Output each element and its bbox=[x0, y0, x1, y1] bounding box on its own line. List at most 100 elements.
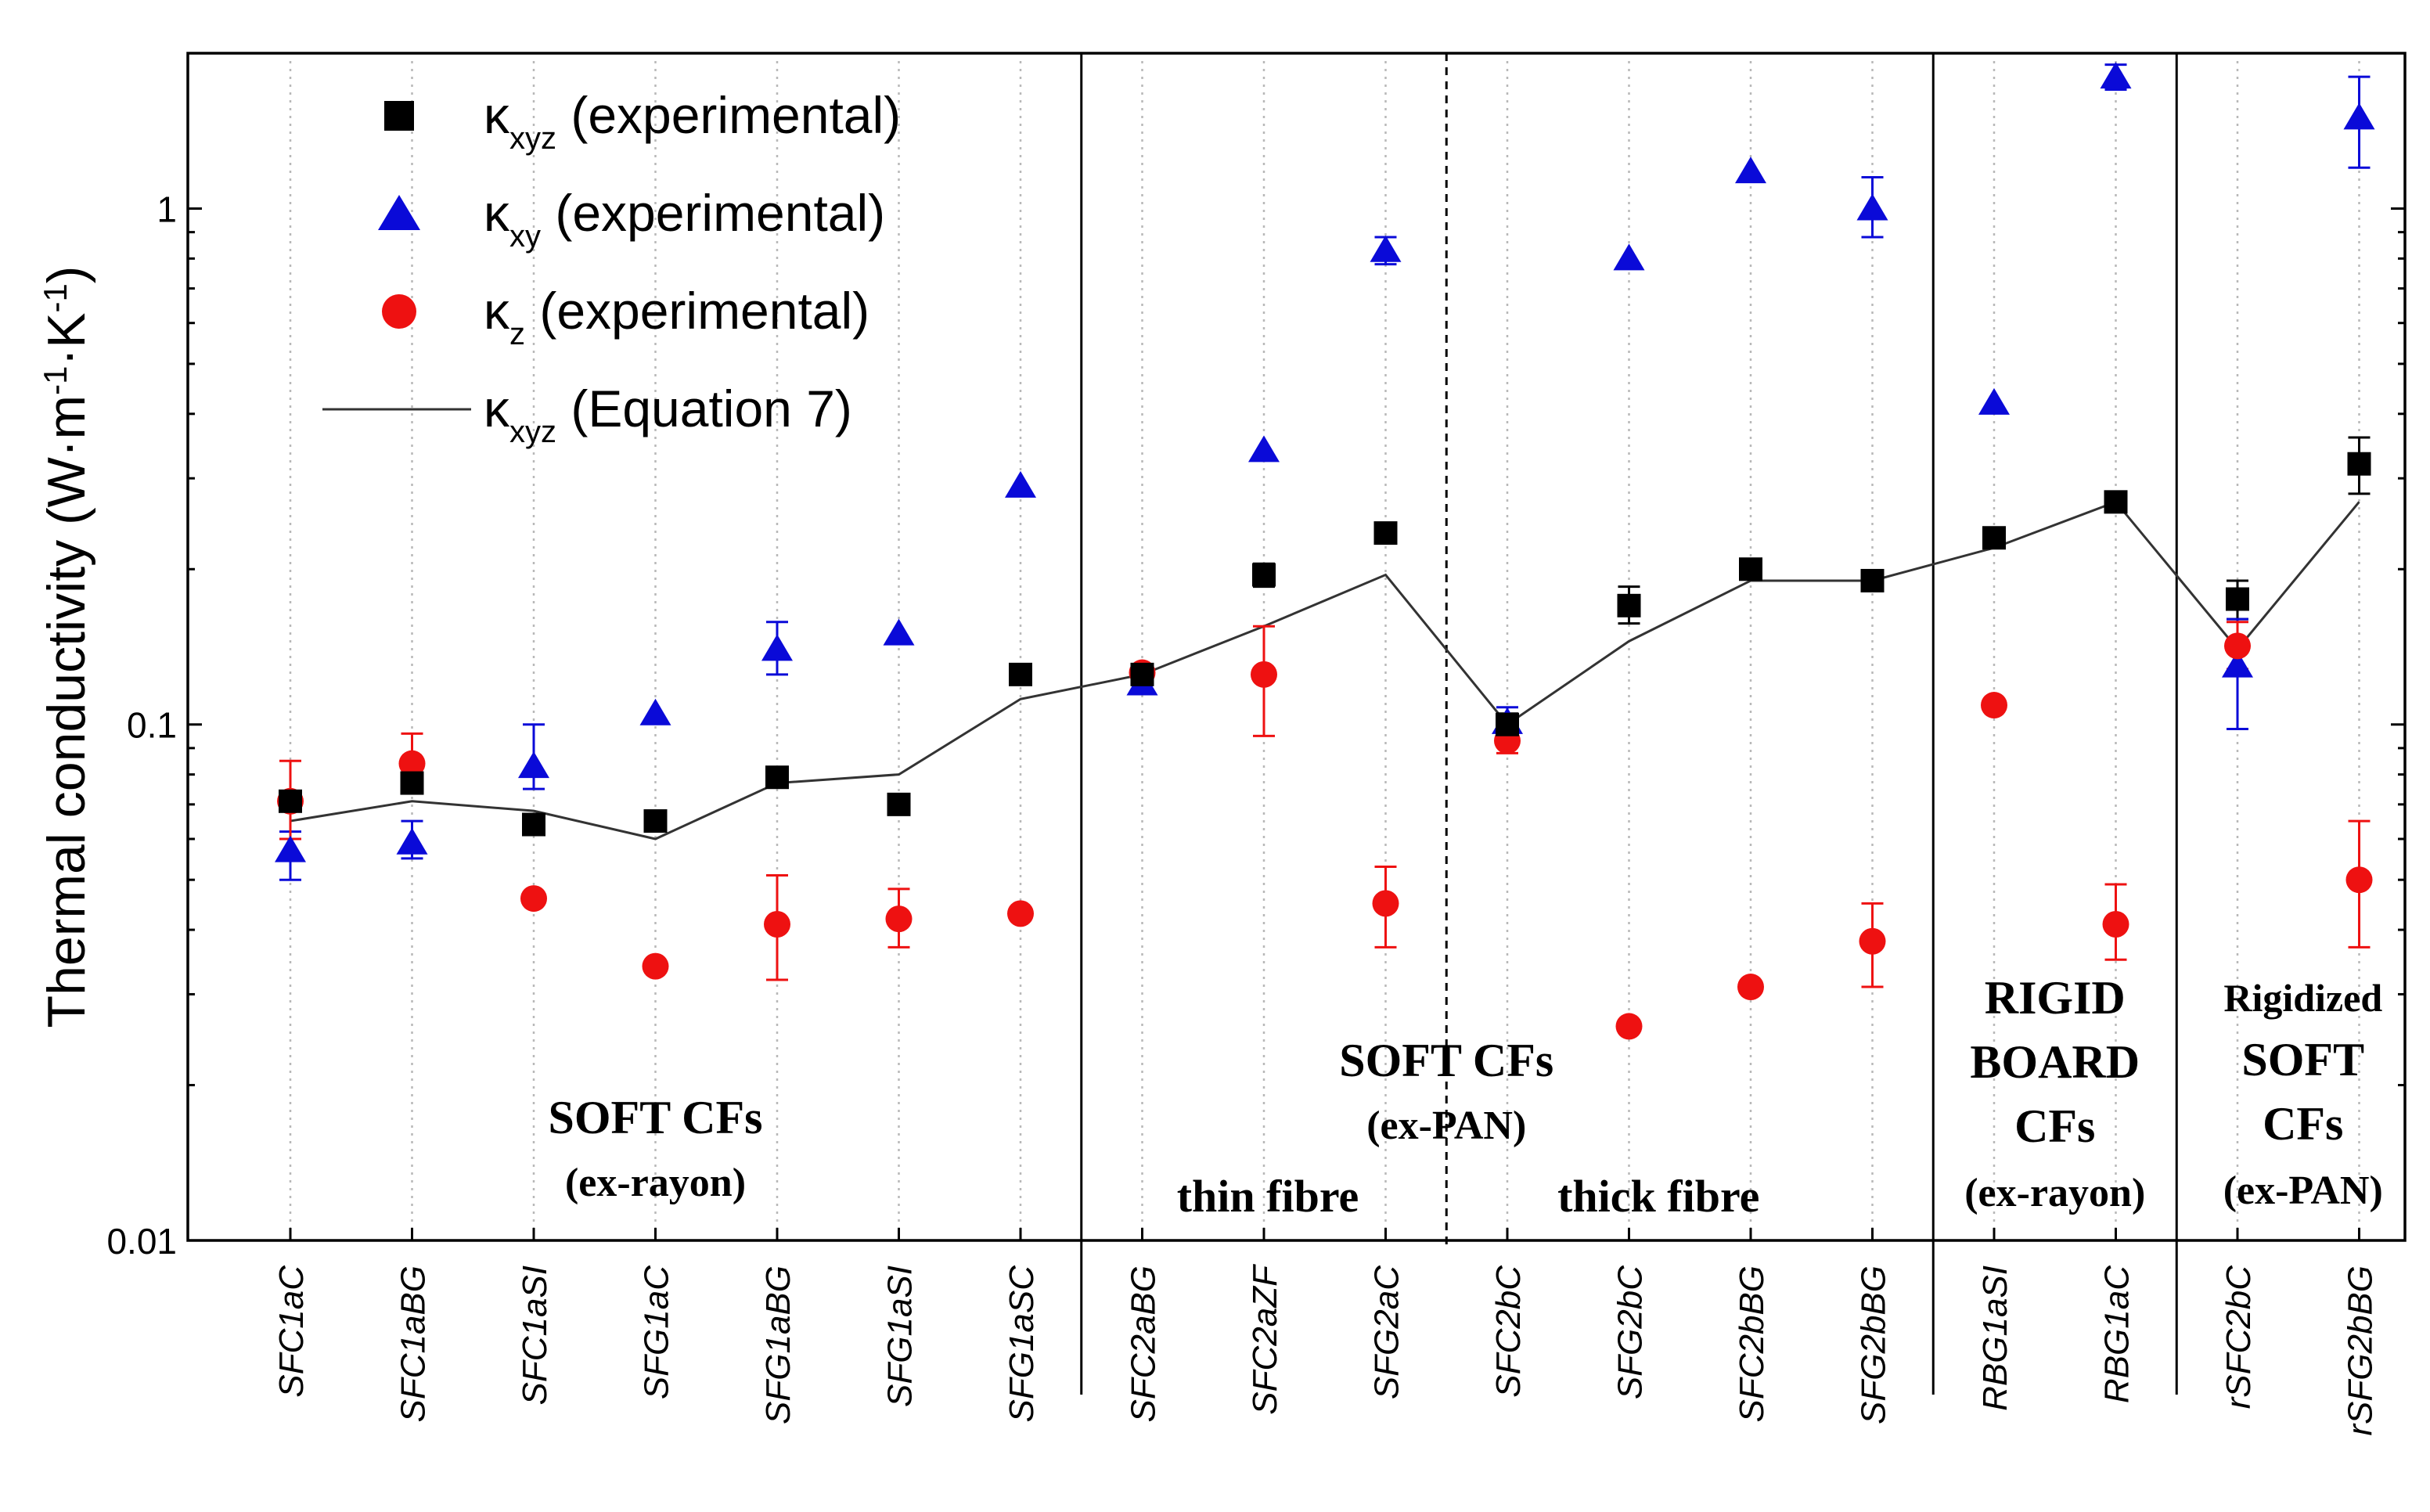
annotation-rigid-line-1: RIGID bbox=[1985, 972, 2126, 1024]
axes bbox=[186, 52, 2407, 1242]
kxyz-point-SFC1aC bbox=[279, 789, 302, 813]
kxyz-point-SFG1aSI bbox=[887, 792, 911, 816]
legend-triangle-icon bbox=[378, 195, 420, 230]
x-tick-label: SFC2bBG bbox=[1733, 1265, 1771, 1423]
kxyz-point-SFC2aBG bbox=[1130, 662, 1154, 686]
annotation-soft-rayon-line-1: SOFT CFs bbox=[549, 1092, 763, 1143]
kz-point-SFG2aC bbox=[1372, 890, 1399, 917]
kxy-point-SFC1aC bbox=[275, 835, 306, 862]
legend-entry-2: κxy (experimental) bbox=[484, 184, 885, 254]
kxyz-point-SFG2bBG bbox=[1860, 568, 1885, 592]
x-tick-label: SFG1aSC bbox=[1003, 1265, 1041, 1423]
annotation-rigidized-line-3: CFs bbox=[2263, 1098, 2343, 1150]
legend-square-icon bbox=[384, 101, 414, 131]
annotation-rigid-line-3: CFs bbox=[2014, 1100, 2095, 1152]
kxy-point-SFG1aSC bbox=[1005, 470, 1036, 498]
kz-point-SFC1aSI bbox=[520, 885, 547, 913]
legend-entry-3: κz (experimental) bbox=[484, 282, 869, 351]
kxy-point-SFG2aC bbox=[1370, 235, 1402, 262]
kxy-point-rSFG2bBG bbox=[2343, 103, 2375, 130]
kz-point-rSFG2bBG bbox=[2345, 866, 2373, 894]
annotation-rigidized-line-1: Rigidized bbox=[2223, 976, 2382, 1020]
y-tick-labels: 0.01 0.1 1 bbox=[106, 189, 177, 1262]
x-tick-label: SFC2bC bbox=[1489, 1265, 1528, 1398]
kxy-point-SFG2bBG bbox=[1856, 193, 1888, 221]
kz-point-SFC2aZF bbox=[1251, 661, 1277, 688]
kz-point-rSFC2bC bbox=[2224, 632, 2251, 660]
x-tick-label: SFC1aC bbox=[272, 1265, 311, 1398]
y-axis-title: Thermal conductivity (W·m-1·K-1) bbox=[37, 266, 97, 1028]
x-tick-label: SFC2aBG bbox=[1125, 1265, 1163, 1423]
x-tick-label: SFC1aSI bbox=[516, 1265, 554, 1406]
y-axis-label: Thermal conductivity (W·m-1·K-1) bbox=[37, 266, 97, 1028]
group-dividers bbox=[1080, 53, 2178, 1395]
kxy-point-rSFC2bC bbox=[2222, 650, 2253, 678]
kxy-point-SFG1aC bbox=[639, 698, 671, 725]
x-tick-label: SFG2aC bbox=[1368, 1265, 1406, 1399]
kxy-point-SFC2bBG bbox=[1735, 157, 1766, 184]
kxyz-point-SFG1aSC bbox=[1009, 662, 1032, 686]
annotation-rigid-line-4: (ex-rayon) bbox=[1964, 1171, 2145, 1215]
annotation-soft-rayon-line-2: (ex-rayon) bbox=[565, 1161, 746, 1205]
kxy-point-RBG1aC bbox=[2100, 62, 2132, 89]
x-tick-label: SFG1aSI bbox=[881, 1265, 920, 1407]
kxy-point-SFC1aSI bbox=[518, 751, 549, 779]
kz-point-SFG1aBG bbox=[764, 911, 790, 938]
annotation-rigidized-line-4: (ex-PAN) bbox=[2223, 1168, 2383, 1213]
annotation-rigidized-line-2: SOFT bbox=[2241, 1034, 2364, 1085]
legend-entry-1: κxyz (experimental) bbox=[484, 86, 901, 156]
legend: κxyz (experimental) κxy (experimental) κz … bbox=[322, 86, 901, 449]
y-tick-label: 1 bbox=[157, 189, 177, 229]
x-tick-label: SFC1aBG bbox=[394, 1265, 433, 1423]
kxy-point-SFG1aBG bbox=[761, 634, 793, 661]
kxyz-point-rSFG2bBG bbox=[2347, 452, 2371, 476]
kz-point-SFG2bC bbox=[1615, 1013, 1643, 1040]
data-markers bbox=[275, 62, 2375, 1040]
legend-entry-4: κxyz (Equation 7) bbox=[484, 380, 852, 449]
kxyz-point-SFC2bC bbox=[1496, 712, 1519, 736]
kxyz-point-SFC2aZF bbox=[1252, 563, 1276, 587]
annotation-rigid-line-2: BOARD bbox=[1970, 1036, 2140, 1088]
group-annotations: SOFT CFs (ex-rayon) SOFT CFs (ex-PAN) thin f… bbox=[549, 972, 2383, 1222]
kxy-point-RBG1aSI bbox=[1978, 387, 2010, 415]
plot-frame bbox=[186, 52, 2407, 1242]
kz-point-SFC1aBG bbox=[398, 750, 426, 777]
kz-point-SFG1aC bbox=[642, 952, 669, 980]
kxyz-point-SFC1aSI bbox=[522, 812, 545, 837]
annotation-thick-line-1: thick fibre bbox=[1557, 1171, 1759, 1222]
kxyz-point-RBG1aC bbox=[2104, 490, 2128, 514]
kz-point-SFG1aSC bbox=[1007, 900, 1034, 927]
x-tick-label: RBG1aC bbox=[2098, 1265, 2137, 1403]
kz-point-RBG1aSI bbox=[1981, 692, 2007, 719]
kz-point-SFG1aSI bbox=[885, 905, 913, 933]
equation7-series bbox=[290, 500, 2360, 841]
x-tick-label: rSFG2bBG bbox=[2342, 1265, 2380, 1436]
kxy-point-SFC1aBG bbox=[396, 827, 428, 855]
kxyz-point-SFG1aC bbox=[643, 809, 668, 833]
x-tick-label: rSFC2bC bbox=[2219, 1265, 2258, 1409]
kxyz-point-SFC1aBG bbox=[400, 771, 424, 795]
annotation-thin-line-1: thin fibre bbox=[1177, 1171, 1359, 1222]
kxy-point-SFG1aSI bbox=[883, 618, 915, 646]
kxy-point-SFC2aZF bbox=[1248, 435, 1280, 463]
kxyz-point-RBG1aSI bbox=[1982, 526, 2006, 550]
kz-point-SFG2bBG bbox=[1859, 927, 1886, 955]
x-tick-label: SFG1aBG bbox=[759, 1265, 797, 1424]
x-tick-label: RBG1aSI bbox=[1976, 1265, 2014, 1411]
kxyz-point-SFG2bC bbox=[1617, 593, 1641, 617]
kz-point-RBG1aC bbox=[2102, 911, 2129, 938]
equation7-line bbox=[290, 500, 2360, 841]
kz-point-SFC2bBG bbox=[1737, 974, 1764, 1001]
y-tick-label: 0.01 bbox=[106, 1221, 177, 1262]
y-tick-label: 0.1 bbox=[127, 705, 177, 746]
x-tick-label: SFG2bBG bbox=[1855, 1265, 1893, 1424]
kxyz-point-SFC2bBG bbox=[1739, 557, 1762, 581]
x-tick-label: SFG1aC bbox=[638, 1265, 676, 1399]
kxyz-point-SFG2aC bbox=[1373, 521, 1398, 545]
x-tick-labels: SFC1aC SFC1aBG SFC1aSI SFG1aC SFG1aBG SFG1aSI… bbox=[272, 1264, 2380, 1436]
legend-circle-icon bbox=[382, 294, 416, 329]
kxy-point-SFG2bC bbox=[1613, 243, 1645, 271]
kxyz-point-SFG1aBG bbox=[765, 765, 789, 790]
kxyz-point-rSFC2bC bbox=[2226, 587, 2249, 611]
